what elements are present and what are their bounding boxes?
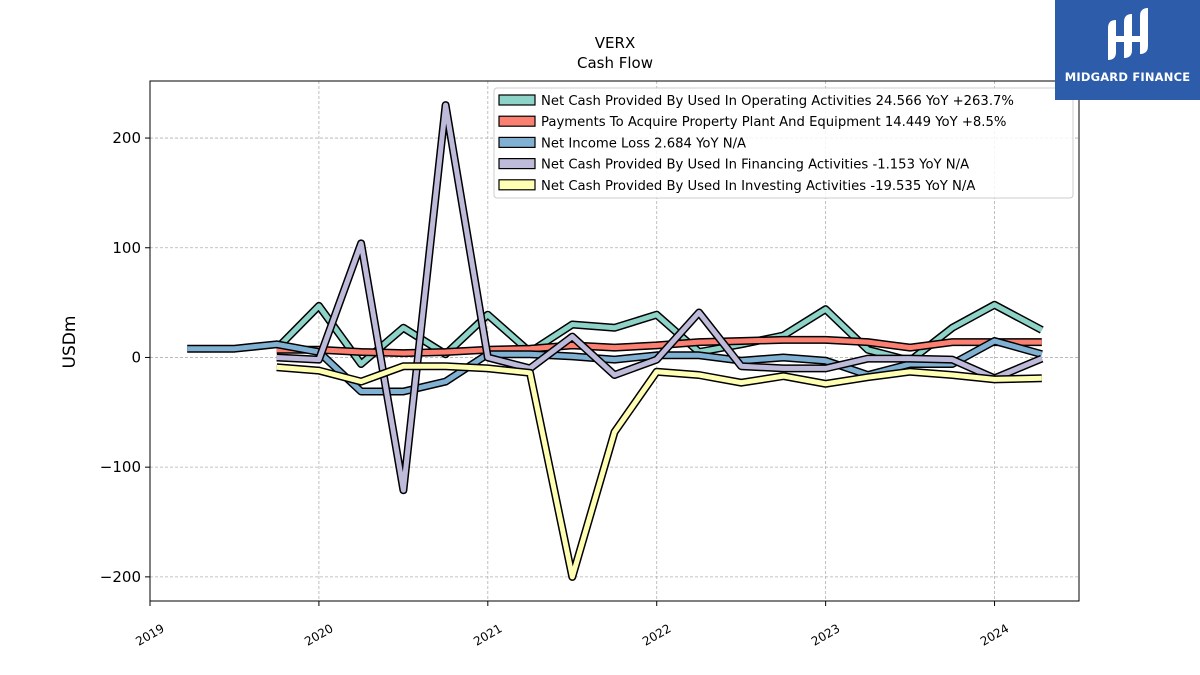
y-tick-label: 200 <box>112 129 141 147</box>
legend-label: Net Cash Provided By Used In Operating A… <box>541 94 1014 109</box>
x-tick-label: 2022 <box>640 621 673 648</box>
x-tick-label: 2019 <box>133 621 166 648</box>
legend-swatch <box>498 179 536 191</box>
x-tick-label: 2021 <box>471 621 504 648</box>
chart-subtitle: Cash Flow <box>577 54 653 72</box>
chart-title: VERX <box>595 34 635 52</box>
y-tick-label: 0 <box>131 348 141 366</box>
series-line <box>276 337 1042 356</box>
legend-swatch <box>498 158 536 170</box>
legend: Net Cash Provided By Used In Operating A… <box>493 87 1074 199</box>
legend-swatch <box>498 115 536 127</box>
y-tick-label: −200 <box>100 568 141 586</box>
x-tick-label: 2023 <box>809 621 842 648</box>
legend-label: Payments To Acquire Property Plant And E… <box>541 115 1006 130</box>
legend-swatch <box>498 94 536 106</box>
series-line <box>276 363 1042 580</box>
y-axis-label: USDm <box>60 316 80 369</box>
y-tick-label: 100 <box>112 239 141 257</box>
series-line <box>187 338 1043 394</box>
series-layer <box>187 101 1044 581</box>
axis-layer: −200 −100 0 100 200 2019 2020 2021 2022 2023 2024 <box>100 129 1011 649</box>
brand-logo: MIDGARD FINANCE <box>1055 0 1200 100</box>
y-tick-label: −100 <box>100 458 141 476</box>
legend-label: Net Income Loss 2.684 YoY N/A <box>541 136 746 151</box>
x-tick-label: 2020 <box>302 621 335 648</box>
legend-label: Net Cash Provided By Used In Investing A… <box>541 179 975 194</box>
legend-box <box>493 87 1074 199</box>
series-line <box>276 102 1043 493</box>
legend-swatch <box>498 136 536 148</box>
legend-label: Net Cash Provided By Used In Financing A… <box>541 158 969 173</box>
plot-frame <box>149 80 1080 602</box>
logo-mark-icon <box>1108 8 1148 60</box>
logo-text: MIDGARD FINANCE <box>1064 70 1191 84</box>
x-tick-label: 2024 <box>978 621 1011 648</box>
